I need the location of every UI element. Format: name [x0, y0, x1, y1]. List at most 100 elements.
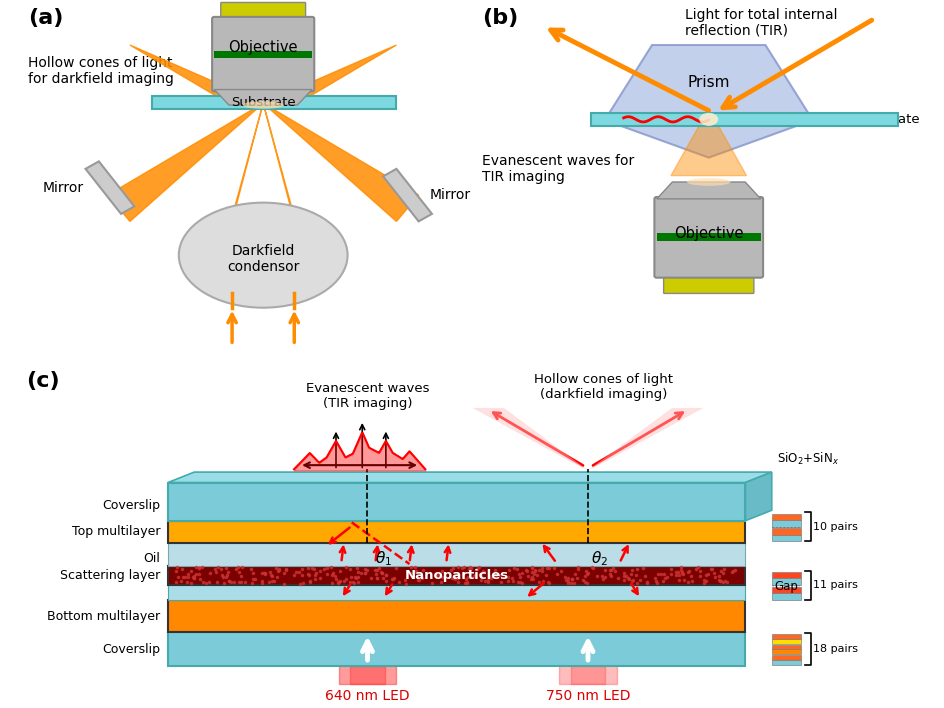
Point: [424, 577, 439, 588]
Point: [277, 578, 292, 589]
Point: [566, 569, 582, 580]
Text: Scattering layer: Scattering layer: [59, 569, 160, 582]
Point: [235, 561, 250, 573]
Point: [615, 567, 631, 578]
Point: [244, 568, 260, 579]
Point: [623, 564, 638, 576]
Point: [331, 566, 346, 577]
Point: [460, 577, 475, 588]
Point: [434, 565, 449, 576]
Point: [575, 574, 590, 586]
Point: [621, 573, 636, 585]
Point: [210, 561, 225, 573]
Point: [511, 569, 526, 580]
Text: 11 pairs: 11 pairs: [812, 580, 856, 590]
Point: [329, 576, 345, 588]
Point: [384, 573, 399, 585]
Point: [271, 564, 286, 576]
Text: (c): (c): [26, 372, 59, 392]
Point: [615, 571, 631, 582]
Point: [505, 576, 520, 587]
Point: [570, 563, 585, 574]
Point: [221, 575, 236, 586]
Text: Hollow cones of light
(darkfield imaging): Hollow cones of light (darkfield imaging…: [533, 373, 672, 401]
Point: [228, 563, 243, 574]
Point: [332, 576, 347, 587]
Point: [412, 574, 427, 586]
Point: [458, 573, 473, 585]
Point: [602, 564, 617, 576]
Polygon shape: [670, 121, 746, 176]
Point: [295, 569, 310, 581]
Point: [445, 573, 460, 584]
Point: [312, 572, 328, 583]
Point: [373, 566, 388, 578]
Point: [681, 565, 696, 576]
Point: [446, 562, 461, 573]
Point: [629, 564, 644, 575]
Bar: [168, 566, 745, 585]
Point: [604, 563, 619, 574]
Point: [653, 569, 668, 580]
Point: [518, 565, 533, 576]
Ellipse shape: [686, 178, 730, 185]
Point: [680, 576, 695, 588]
Polygon shape: [472, 408, 587, 470]
Point: [449, 572, 464, 583]
Point: [369, 573, 384, 584]
Point: [268, 562, 283, 573]
Point: [357, 563, 372, 574]
Point: [475, 566, 490, 577]
Polygon shape: [214, 89, 312, 105]
Point: [383, 573, 398, 585]
Point: [331, 576, 346, 588]
Point: [189, 561, 204, 573]
Point: [403, 561, 418, 573]
Point: [386, 573, 401, 584]
Point: [718, 576, 733, 588]
Point: [446, 571, 461, 583]
Point: [594, 570, 609, 581]
Point: [219, 569, 234, 581]
Text: 640 nm LED: 640 nm LED: [325, 689, 410, 703]
Text: Oil: Oil: [143, 552, 160, 566]
Point: [347, 572, 362, 583]
Point: [462, 561, 477, 573]
Point: [171, 571, 186, 583]
Point: [669, 566, 684, 577]
Point: [179, 576, 194, 587]
Point: [214, 570, 229, 581]
Point: [577, 571, 592, 582]
Text: Objective: Objective: [228, 40, 297, 55]
Point: [306, 564, 321, 575]
Point: [319, 562, 334, 573]
Point: [674, 566, 689, 578]
Point: [565, 577, 581, 588]
Point: [557, 574, 572, 586]
Point: [292, 566, 307, 578]
Bar: [771, 644, 800, 649]
Point: [342, 577, 357, 588]
Point: [698, 569, 713, 581]
Point: [561, 577, 576, 588]
Point: [191, 563, 206, 574]
Bar: [771, 593, 800, 600]
Polygon shape: [86, 161, 134, 214]
Point: [300, 562, 315, 573]
Polygon shape: [168, 472, 771, 482]
Text: Light for total internal
reflection (TIR): Light for total internal reflection (TIR…: [684, 8, 836, 38]
Point: [353, 568, 368, 579]
Bar: [771, 578, 800, 586]
Polygon shape: [214, 103, 262, 281]
Point: [607, 565, 622, 576]
Point: [363, 572, 379, 583]
Text: 750 nm LED: 750 nm LED: [546, 689, 630, 703]
Point: [549, 568, 565, 579]
Point: [683, 575, 699, 586]
Point: [398, 578, 413, 589]
Point: [635, 562, 650, 573]
FancyBboxPatch shape: [663, 275, 753, 293]
Point: [659, 572, 674, 583]
Point: [595, 573, 610, 585]
Point: [506, 562, 521, 573]
